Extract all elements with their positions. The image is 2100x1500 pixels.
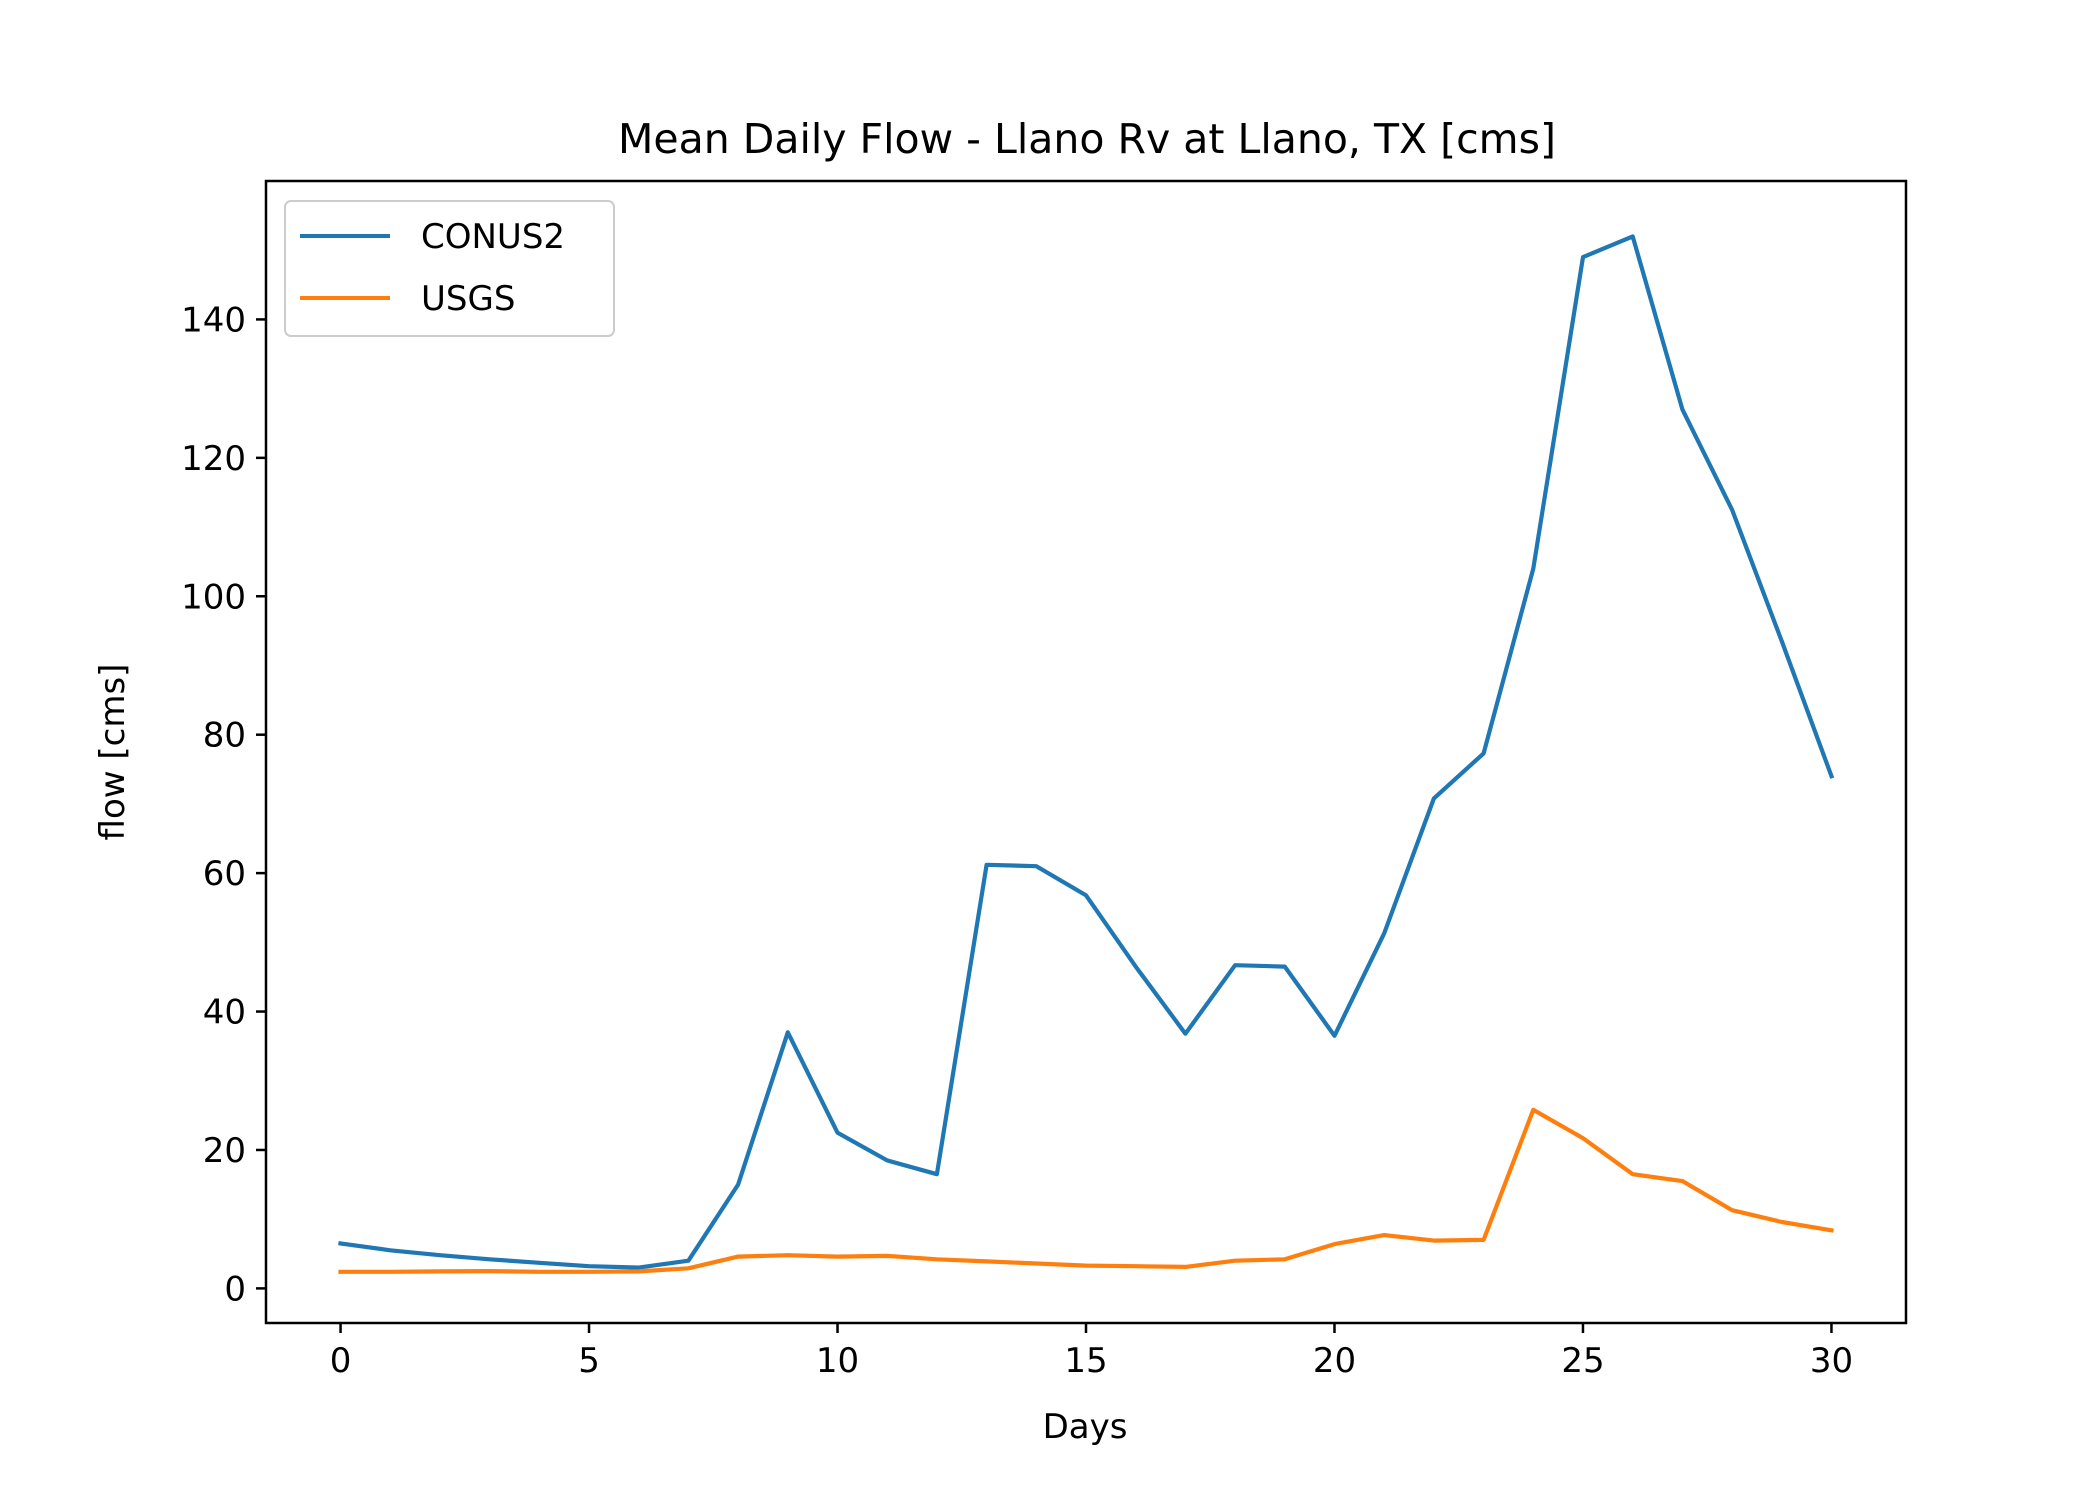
y-tick-label: 120 — [181, 439, 246, 479]
y-axis-ticks: 0 20 40 60 80 100 120 140 — [181, 300, 266, 1309]
legend-label-conus2: CONUS2 — [421, 217, 565, 257]
x-tick-label: 0 — [330, 1341, 352, 1381]
y-axis-label: flow [cms] — [93, 664, 133, 841]
x-tick-label: 15 — [1064, 1341, 1107, 1381]
y-tick-label: 80 — [203, 716, 246, 756]
x-tick-label: 30 — [1810, 1341, 1853, 1381]
y-tick-label: 100 — [181, 577, 246, 617]
chart-title: Mean Daily Flow - Llano Rv at Llano, TX … — [618, 115, 1556, 163]
legend: CONUS2 USGS — [284, 200, 615, 337]
x-axis-label: Days — [1043, 1407, 1128, 1447]
x-tick-label: 20 — [1313, 1341, 1356, 1381]
y-tick-label: 20 — [203, 1131, 246, 1171]
series-line-usgs — [338, 1107, 1834, 1274]
x-tick-label: 25 — [1561, 1341, 1604, 1381]
y-tick-label: 40 — [203, 993, 246, 1033]
legend-label-usgs: USGS — [421, 279, 515, 319]
y-tick-label: 140 — [181, 300, 246, 340]
x-axis-ticks: 0 5 10 15 20 25 30 — [330, 1323, 1853, 1381]
y-tick-label: 60 — [203, 854, 246, 894]
x-tick-label: 10 — [816, 1341, 859, 1381]
series-layer — [338, 234, 1835, 1274]
x-tick-label: 5 — [578, 1341, 600, 1381]
series-line-conus2 — [338, 234, 1835, 1270]
y-tick-label: 0 — [224, 1269, 246, 1309]
